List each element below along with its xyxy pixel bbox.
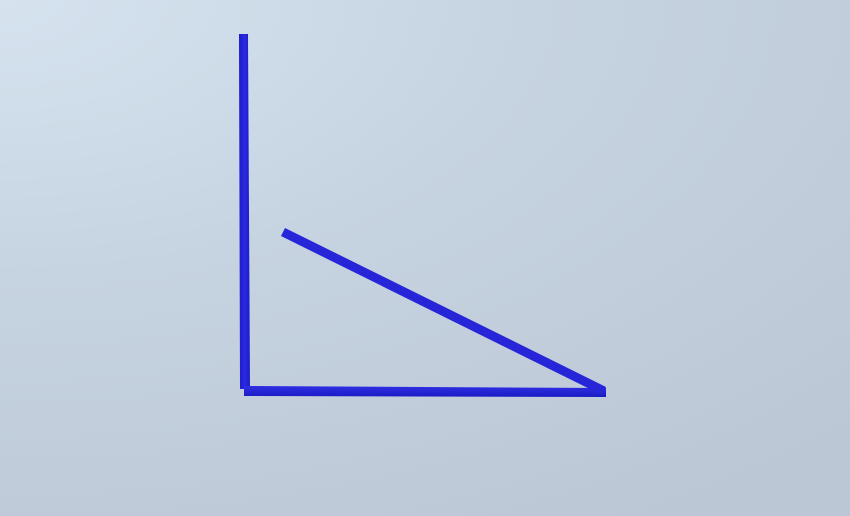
vertical-bar bbox=[239, 34, 250, 389]
diagonal-bar bbox=[281, 227, 606, 396]
horizontal-bar bbox=[244, 386, 606, 397]
